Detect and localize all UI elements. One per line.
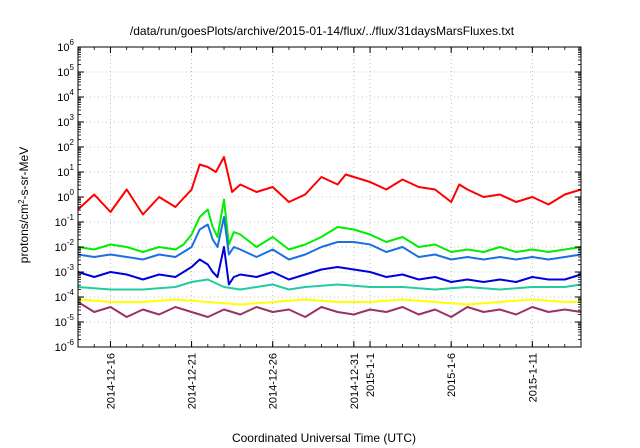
x-tick-label: 2015-1-11: [527, 353, 539, 402]
y-tick-label: 10-1: [55, 213, 75, 229]
y-tick-label: 10-5: [55, 313, 75, 329]
x-tick-label: 2015-1-6: [446, 353, 458, 397]
y-axis-label: protons/cm2-s-sr-MeV: [17, 147, 32, 263]
series-line: [77, 298, 581, 306]
x-tick-label: 2014-12-16: [105, 353, 117, 409]
y-tick-label: 106: [57, 38, 74, 54]
series-line: [77, 278, 582, 291]
x-tick-label: 2014-12-21: [187, 353, 199, 409]
y-tick-label: 102: [57, 138, 74, 154]
y-tick-label: 105: [57, 63, 74, 79]
series-layer: [77, 156, 582, 318]
y-tick-label: 104: [57, 88, 74, 104]
y-tick-label: 10-4: [55, 288, 75, 304]
series-line: [77, 246, 582, 286]
y-tick-label: 103: [57, 113, 74, 129]
y-tick-label: 10-6: [55, 338, 75, 354]
x-tick-label: 2015-1-1: [365, 353, 377, 397]
x-axis-label: Coordinated Universal Time (UTC): [232, 431, 416, 445]
series-line: [77, 216, 582, 261]
x-tick-label: 2014-12-31: [349, 353, 361, 409]
y-tick-label: 100: [57, 188, 74, 204]
x-tick-label: 2014-12-26: [268, 353, 280, 409]
axes: 10-6 10-5 10-4 10-3 10-2 10-1 100 101 102 103 104 1…: [55, 38, 582, 409]
y-tick-label: 10-2: [55, 238, 75, 254]
chart-title: /data/run/goesPlots/archive/2015-01-14/f…: [130, 24, 515, 38]
y-tick-label: 10-3: [55, 263, 75, 279]
y-tick-label: 101: [57, 163, 74, 179]
series-line: [77, 198, 582, 253]
series-line: [77, 301, 582, 318]
series-line: [77, 156, 582, 216]
plot-frame: [77, 46, 582, 348]
